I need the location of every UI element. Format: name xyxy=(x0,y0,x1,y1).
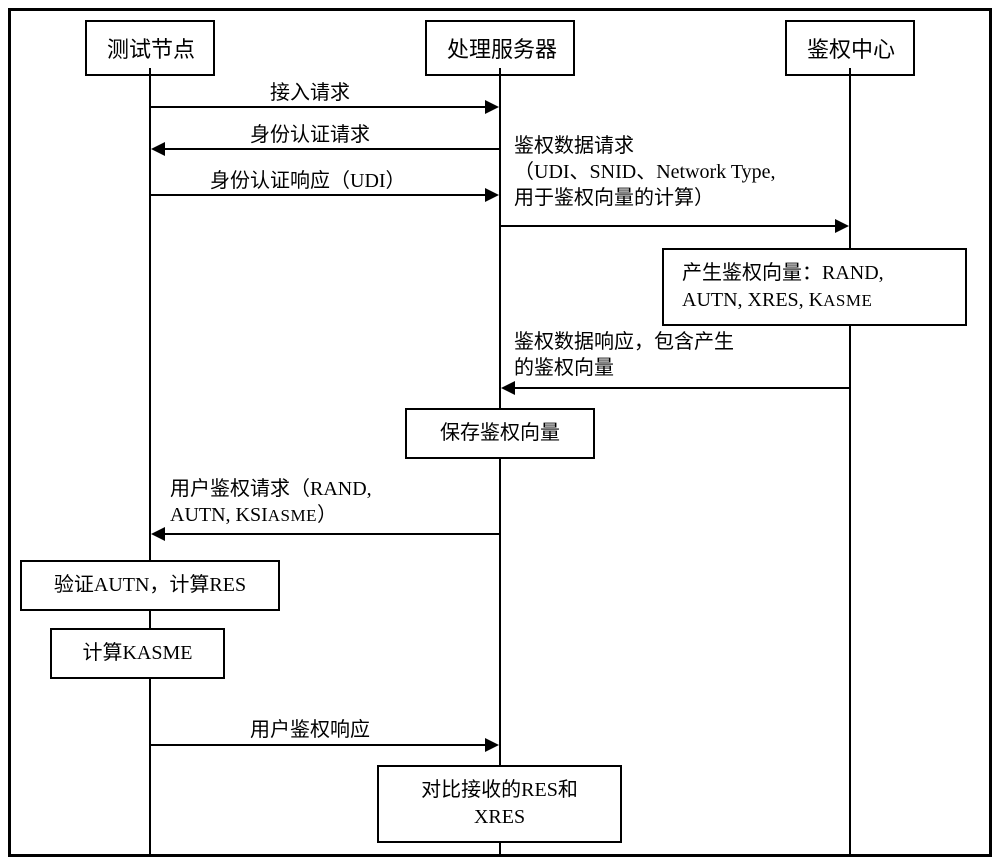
arrowhead-m6 xyxy=(151,527,165,541)
arrow-m5 xyxy=(513,387,849,389)
action-a3-text: 验证AUTN，计算RES xyxy=(54,574,246,596)
action-a5: 对比接收的RES和 XRES xyxy=(377,765,622,843)
label-m1: 接入请求 xyxy=(270,80,350,106)
label-m2: 身份认证请求 xyxy=(250,122,370,148)
arrow-m2 xyxy=(163,148,499,150)
label-m4-line1: 鉴权数据请求 xyxy=(514,135,634,157)
action-a1-line2a: AUTN, XRES, K xyxy=(682,289,823,311)
action-a5-line2: XRES xyxy=(474,806,525,828)
action-a1: 产生鉴权向量：RAND, AUTN, XRES, KASME xyxy=(662,248,967,326)
participant-server-label: 处理服务器 xyxy=(447,37,557,62)
participant-auth-label: 鉴权中心 xyxy=(807,37,895,62)
label-m6-line2a: AUTN, KSI xyxy=(170,504,268,526)
arrowhead-m3 xyxy=(485,188,499,202)
label-m4-line3: 用于鉴权向量的计算） xyxy=(514,187,714,209)
action-a4: 计算KASME xyxy=(50,628,225,679)
action-a3: 验证AUTN，计算RES xyxy=(20,560,280,611)
arrowhead-m5 xyxy=(501,381,515,395)
action-a2: 保存鉴权向量 xyxy=(405,408,595,459)
label-m5: 鉴权数据响应，包含产生 的鉴权向量 xyxy=(514,329,794,381)
label-m5-line1: 鉴权数据响应，包含产生 xyxy=(514,331,734,353)
label-m6-line2b: ASME xyxy=(268,506,317,525)
action-a4-text: 计算KASME xyxy=(82,642,192,664)
lifeline-server xyxy=(499,68,501,857)
arrow-m7 xyxy=(151,744,487,746)
arrowhead-m2 xyxy=(151,142,165,156)
action-a2-text: 保存鉴权向量 xyxy=(440,422,560,444)
label-m3: 身份认证响应（UDI） xyxy=(210,168,406,194)
arrow-m4 xyxy=(501,225,837,227)
label-m4: 鉴权数据请求 （UDI、SNID、Network Type, 用于鉴权向量的计算… xyxy=(514,133,854,211)
label-m6-line2c: ） xyxy=(317,504,337,526)
arrow-m1 xyxy=(151,106,487,108)
arrow-m6 xyxy=(163,533,499,535)
arrowhead-m1 xyxy=(485,100,499,114)
label-m4-line2: （UDI、SNID、Network Type, xyxy=(514,161,776,183)
action-a1-line2b: ASME xyxy=(823,291,872,310)
action-a5-line1: 对比接收的RES和 xyxy=(421,779,578,801)
action-a1-line1: 产生鉴权向量：RAND, xyxy=(682,262,884,284)
label-m6: 用户鉴权请求（RAND, AUTN, KSIASME） xyxy=(170,476,490,528)
arrow-m3 xyxy=(151,194,487,196)
label-m7: 用户鉴权响应 xyxy=(250,717,370,743)
arrowhead-m4 xyxy=(835,219,849,233)
participant-tester-label: 测试节点 xyxy=(107,37,195,62)
arrowhead-m7 xyxy=(485,738,499,752)
lifeline-tester xyxy=(149,68,151,857)
label-m6-line1: 用户鉴权请求（RAND, xyxy=(170,478,372,500)
label-m5-line2: 的鉴权向量 xyxy=(514,357,614,379)
